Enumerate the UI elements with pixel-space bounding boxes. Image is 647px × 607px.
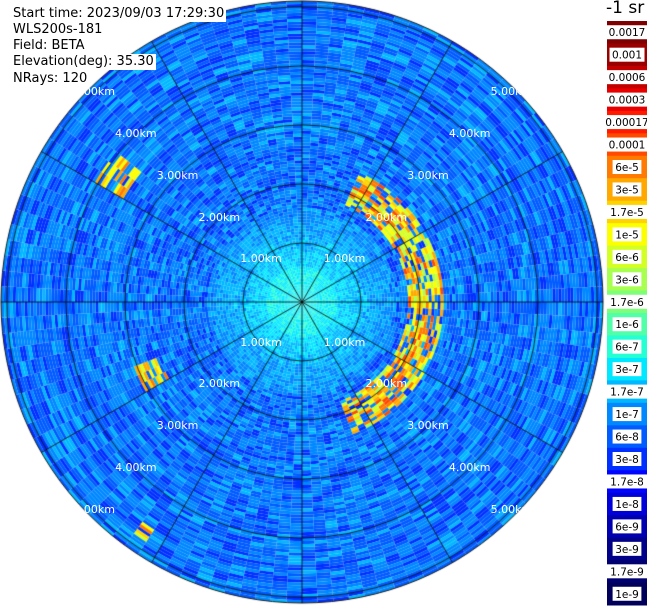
colorbar-tick-label: 0.0001	[609, 140, 646, 152]
instrument-label: WLS200s-181	[11, 22, 105, 38]
ring-label: 5.00km	[73, 502, 115, 516]
colorbar-label-bg	[606, 384, 647, 399]
colorbar-tick-label: 3e-5	[615, 184, 639, 196]
ring-label: 3.00km	[156, 168, 199, 182]
colorbar-label-bg	[606, 204, 647, 219]
ring-label: 4.00km	[448, 460, 491, 474]
colorbar-label-bg	[606, 92, 647, 107]
colorbar-tick-label: 6e-5	[615, 162, 639, 174]
ring-label: 4.00km	[115, 127, 157, 141]
ring-label: 1.00km	[240, 335, 282, 349]
ring-label: 2.00km	[198, 210, 241, 224]
ring-label: 5.00km	[73, 85, 115, 99]
colorbar-label-bg	[612, 317, 642, 332]
colorbar-tick-label: 1.7e-6	[610, 297, 644, 309]
colorbar-label-bg	[606, 294, 647, 309]
colorbar-label-bg	[612, 339, 642, 354]
colorbar-tick-label: 1.7e-8	[610, 476, 644, 488]
ring-label: 2.00km	[198, 377, 241, 391]
colorbar-label-bg	[612, 160, 642, 174]
ring-label: 1.00km	[240, 252, 282, 266]
colorbar-tick-label: 1.7e-9	[610, 566, 644, 578]
ring-label: 2.00km	[365, 210, 408, 224]
ring-label: 1.00km	[323, 252, 366, 266]
colorbar-label-bg	[612, 362, 642, 377]
ring-label: 5.00km	[490, 502, 533, 516]
ring-label: 5.00km	[490, 85, 533, 99]
ring-label: 4.00km	[115, 460, 157, 474]
colorbar-label-bg	[612, 519, 642, 534]
colorbar-label-bg	[612, 496, 642, 511]
colorbar-label-bg	[606, 137, 647, 152]
colorbar-tick-label: 1e-6	[615, 319, 639, 331]
colorbar-tick-label: 0.0006	[609, 72, 646, 84]
colorbar-tick-label: 1e-7	[615, 409, 639, 421]
colorbar-tick-label: 0.0003	[609, 95, 646, 107]
ring-label: 3.00km	[407, 419, 449, 433]
ring-label: 3.00km	[407, 168, 449, 182]
ring-label: 4.00km	[448, 127, 491, 141]
colorbar-tick-label: 1e-8	[615, 499, 639, 511]
colorbar-tick-label: 1e-5	[615, 229, 639, 241]
ring-label: 3.00km	[156, 419, 199, 433]
colorbar-tick-label: 6e-9	[615, 521, 639, 533]
ring-label: 1.00km	[323, 335, 366, 349]
colorbar-tick-label: 6e-8	[615, 432, 639, 444]
colorbar-label-bg	[612, 272, 642, 287]
colorbar-tick-label: 1.7e-5	[610, 207, 644, 219]
colorbar-label-bg	[606, 70, 647, 85]
colorbar-label-bg	[612, 429, 642, 444]
colorbar-label-bg	[612, 407, 642, 422]
colorbar-tick-label: 0.001	[612, 50, 642, 62]
colorbar-tick-label: 3e-7	[615, 364, 639, 376]
colorbar-tick-label: 0.00017	[605, 117, 647, 129]
colorbar-label-bg	[612, 227, 642, 242]
colorbar-label-bg	[612, 182, 642, 197]
elevation-label: Elevation(deg): 35.30	[11, 54, 156, 70]
colorbar-tick-label: 6e-6	[615, 252, 639, 264]
colorbar-tick-label: 3e-8	[615, 454, 639, 466]
nrays-label: NRays: 120	[11, 71, 90, 87]
colorbar-label-bg	[603, 115, 647, 130]
colorbar-label-bg	[606, 474, 647, 489]
colorbar-tick-label: 1.7e-7	[610, 387, 644, 399]
ring-label: 2.00km	[365, 377, 408, 391]
colorbar-label-bg	[612, 586, 642, 601]
colorbar-tick-label: 3e-9	[615, 544, 639, 556]
colorbar-label-bg	[612, 541, 642, 556]
colorbar-tick-label: 6e-7	[615, 342, 639, 354]
colorbar-tick-label: 0.0017	[609, 27, 646, 39]
colorbar-label-bg	[612, 452, 642, 466]
colorbar-unit: -1 sr	[606, 0, 645, 18]
colorbar-label-bg	[606, 25, 647, 40]
start-time-label: Start time: 2023/09/03 17:29:30	[11, 6, 227, 22]
colorbar-label-bg	[612, 249, 642, 264]
field-label: Field: BETA	[11, 38, 87, 54]
colorbar-label-bg	[609, 47, 645, 62]
colorbar-tick-label: 3e-6	[615, 274, 639, 286]
colorbar-label-bg	[606, 564, 647, 579]
colorbar-tick-label: 1e-9	[615, 589, 639, 601]
